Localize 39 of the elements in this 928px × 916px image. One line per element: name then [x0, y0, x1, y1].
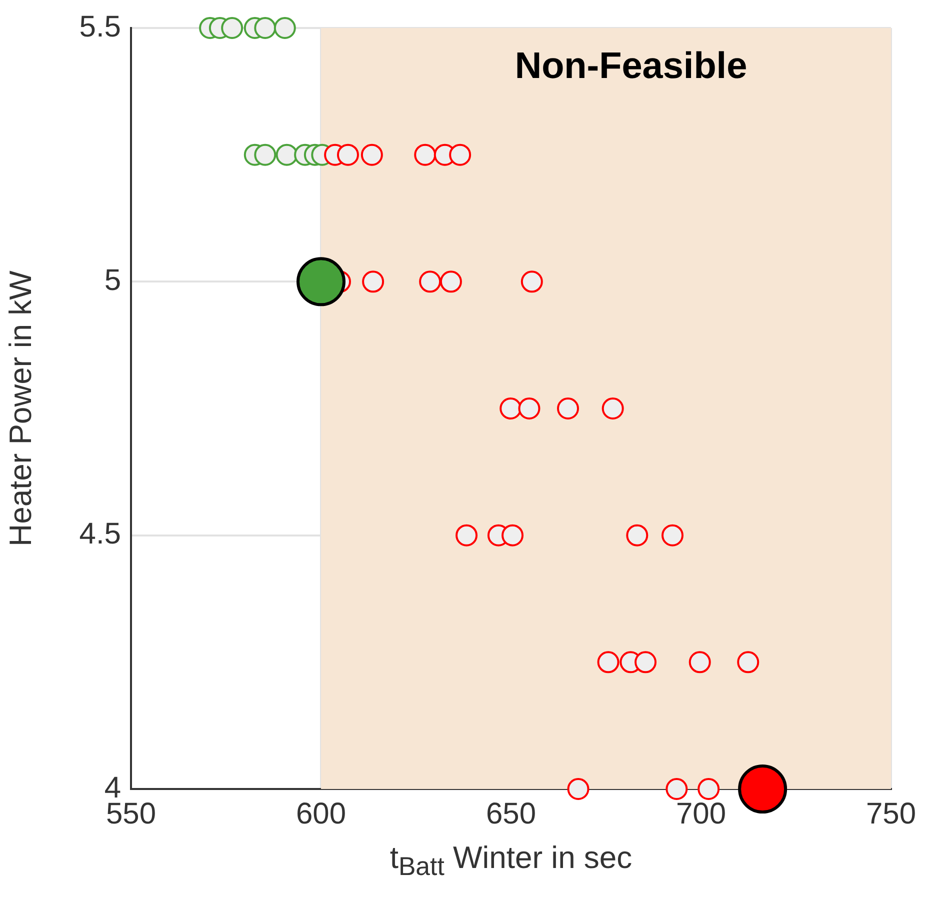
point — [567, 778, 590, 800]
point — [626, 524, 648, 546]
x-axis-title: t$_{Batt}$ Winter in sec — [388, 840, 634, 882]
x-tick-label: 750 — [866, 797, 916, 830]
point — [221, 17, 244, 39]
point — [662, 524, 684, 546]
point — [500, 398, 522, 420]
point — [518, 398, 540, 420]
point — [597, 651, 620, 674]
point — [440, 270, 462, 293]
point — [254, 17, 276, 39]
x-tick-label: 700 — [676, 797, 726, 830]
point — [634, 651, 657, 674]
point — [688, 651, 711, 674]
x-tick-label: 550 — [106, 797, 156, 830]
point — [360, 144, 383, 166]
point — [602, 398, 624, 420]
point — [737, 651, 760, 674]
point — [456, 524, 478, 546]
x-tick-label: 650 — [486, 797, 536, 830]
point — [254, 144, 276, 166]
band-label: Non-Feasible — [514, 45, 748, 86]
y-tick-label: 4.5 — [79, 518, 121, 551]
point — [698, 778, 720, 800]
point — [666, 778, 688, 800]
point — [336, 144, 359, 166]
point — [520, 270, 543, 293]
point — [449, 144, 472, 166]
point — [274, 17, 296, 39]
point — [419, 270, 442, 293]
y-axis-title: Heater Power in kW — [3, 270, 38, 546]
point — [557, 398, 579, 420]
x-tick-label: 600 — [296, 797, 346, 830]
point — [414, 144, 436, 166]
point — [276, 144, 298, 166]
y-tick-label: 5 — [104, 264, 121, 297]
y-tick-label: 5.5 — [79, 10, 121, 44]
point — [502, 524, 524, 546]
point — [362, 270, 384, 293]
